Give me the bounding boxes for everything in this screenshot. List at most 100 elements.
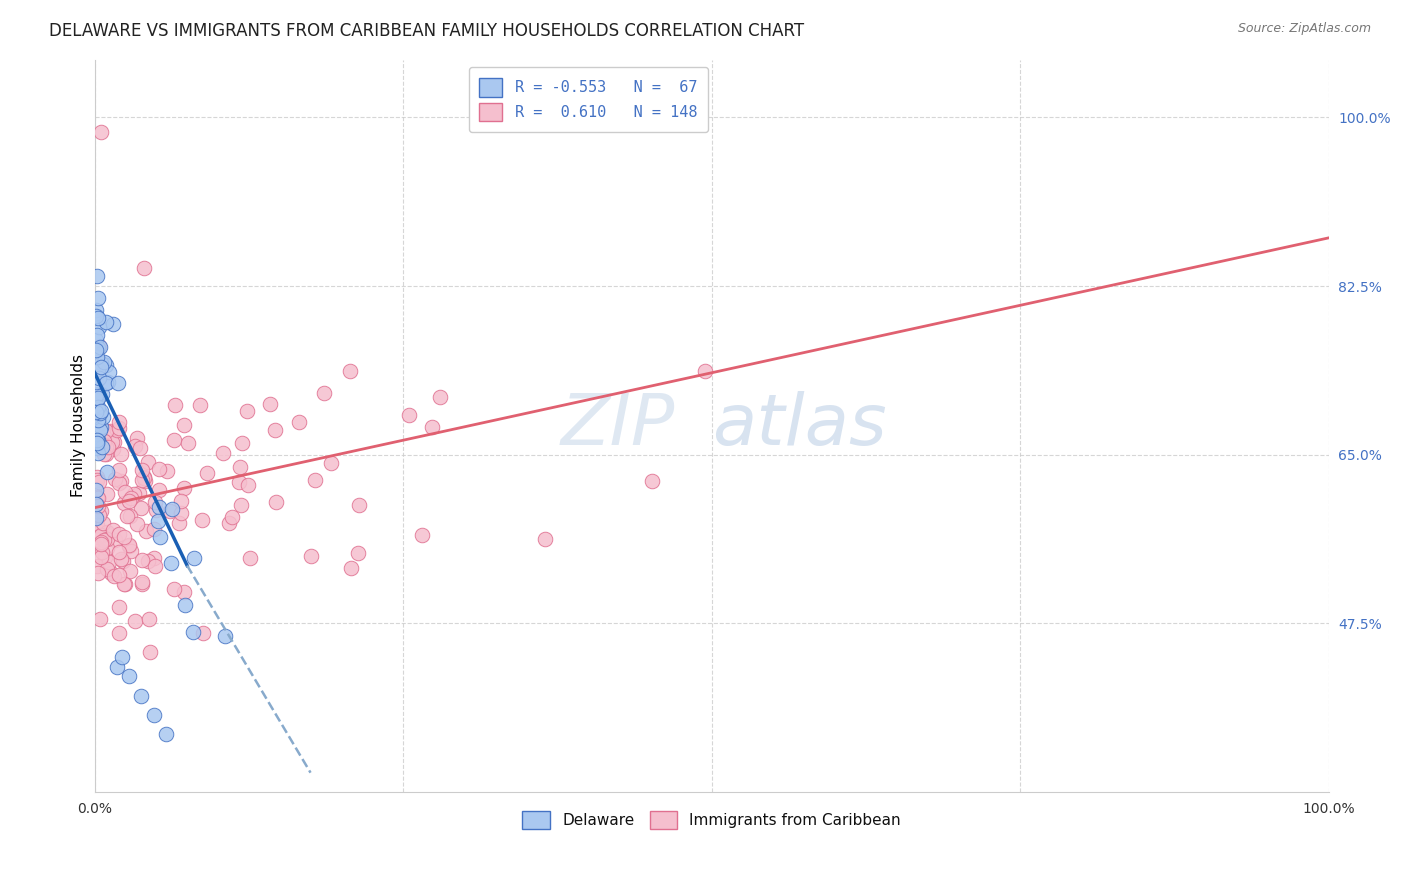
Point (263, 423, 285, 437)
Point (156, 464, 179, 478)
Point (100, 566, 122, 580)
Point (110, 447, 132, 461)
Point (304, 473, 326, 487)
Point (339, 364, 361, 378)
Point (94, 425, 117, 439)
Point (90, 537, 112, 551)
Point (131, 473, 153, 487)
Point (429, 390, 451, 404)
Point (118, 669, 141, 683)
Point (148, 462, 170, 476)
Point (86, 558, 108, 573)
Point (695, 364, 717, 378)
Point (97, 440, 120, 454)
Legend: Delaware, Immigrants from Caribbean: Delaware, Immigrants from Caribbean (516, 805, 907, 836)
Point (86, 291, 108, 305)
Point (84, 355, 107, 369)
Point (86, 433, 108, 447)
Point (167, 516, 190, 530)
Point (181, 624, 204, 639)
Point (90, 125, 112, 139)
Point (163, 397, 186, 411)
Point (155, 727, 177, 741)
Point (239, 550, 262, 565)
Point (89, 475, 111, 489)
Point (229, 460, 252, 475)
Point (93, 355, 115, 369)
Point (131, 576, 153, 591)
Point (90, 545, 112, 559)
Point (96, 315, 118, 329)
Point (90, 356, 112, 370)
Point (110, 474, 132, 488)
Point (104, 473, 127, 487)
Point (128, 485, 150, 500)
Point (231, 436, 253, 450)
Point (129, 441, 152, 455)
Point (299, 549, 322, 563)
Point (84, 370, 107, 384)
Point (86, 518, 108, 533)
Point (89, 612, 111, 626)
Point (118, 564, 141, 578)
Point (86, 441, 108, 455)
Point (91, 516, 114, 530)
Point (97, 375, 120, 389)
Point (108, 421, 131, 435)
Point (86, 433, 108, 447)
Point (170, 506, 193, 520)
Point (160, 502, 183, 516)
Point (86, 469, 108, 483)
Point (104, 533, 127, 548)
Point (145, 503, 167, 517)
Point (188, 398, 211, 412)
Point (138, 455, 160, 469)
Point (108, 526, 131, 541)
Point (127, 431, 149, 445)
Point (148, 500, 170, 514)
Point (163, 582, 186, 596)
Point (108, 568, 131, 582)
Point (159, 504, 181, 518)
Point (108, 463, 131, 477)
Point (84, 438, 107, 452)
Point (84, 334, 107, 348)
Point (173, 585, 195, 599)
Point (90, 550, 112, 565)
Point (111, 554, 134, 568)
Point (132, 470, 155, 484)
Text: ZIP: ZIP (560, 392, 675, 460)
Point (98, 424, 121, 438)
Point (84, 405, 107, 419)
Point (398, 409, 420, 423)
Point (96, 440, 118, 454)
Point (96, 465, 118, 479)
Point (264, 494, 287, 508)
Point (100, 434, 122, 449)
Point (235, 404, 257, 418)
Point (87, 320, 110, 334)
Text: DELAWARE VS IMMIGRANTS FROM CARIBBEAN FAMILY HOUSEHOLDS CORRELATION CHART: DELAWARE VS IMMIGRANTS FROM CARIBBEAN FA… (49, 22, 804, 40)
Point (86, 491, 108, 505)
Point (534, 533, 557, 547)
Point (108, 625, 131, 640)
Point (212, 445, 235, 459)
Point (170, 494, 193, 508)
Point (87, 434, 110, 449)
Point (112, 496, 135, 510)
Point (96, 525, 118, 540)
Point (131, 575, 153, 590)
Point (84, 483, 107, 498)
Point (103, 435, 125, 450)
Point (124, 615, 146, 629)
Point (105, 423, 128, 437)
Point (96, 562, 118, 576)
Point (131, 553, 153, 567)
Point (146, 514, 169, 528)
Point (120, 491, 142, 506)
Point (90, 527, 112, 541)
Point (86, 497, 108, 511)
Point (86, 310, 108, 325)
Point (89, 340, 111, 354)
Point (87, 371, 110, 385)
